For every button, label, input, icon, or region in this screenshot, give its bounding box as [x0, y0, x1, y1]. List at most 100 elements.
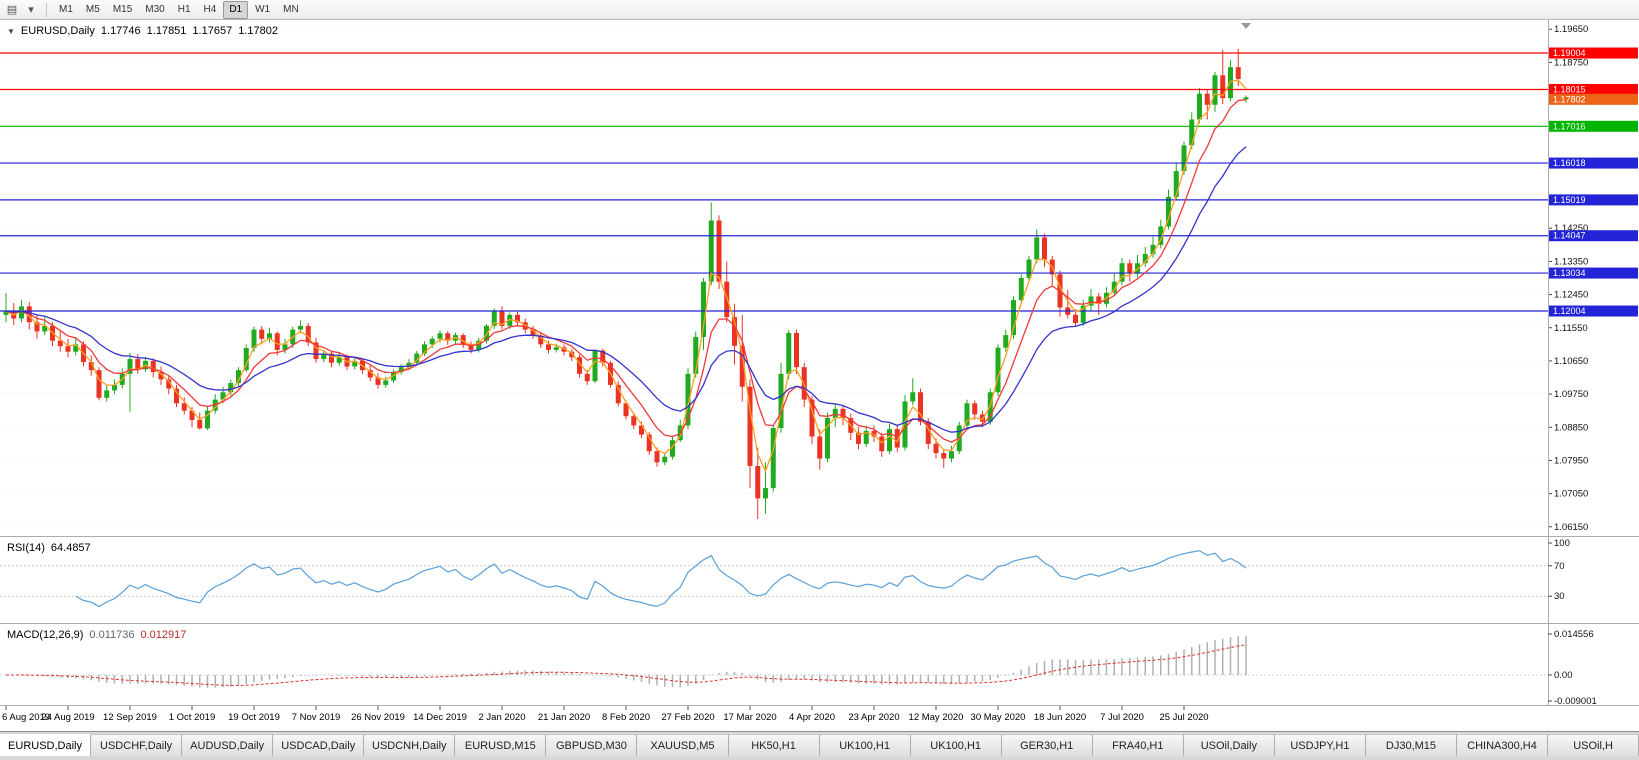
- chart-tab-usoil-h[interactable]: USOil,H: [1548, 734, 1639, 756]
- timeframe-m5-button[interactable]: M5: [85, 3, 100, 15]
- ohlc-open: 1.17746: [100, 25, 141, 37]
- svg-text:30: 30: [1554, 591, 1565, 602]
- timeframe-w1-button[interactable]: W1: [255, 3, 271, 15]
- chart-tab-uk100-h1[interactable]: UK100,H1: [819, 734, 911, 756]
- svg-text:1.16018: 1.16018: [1553, 158, 1586, 168]
- svg-text:0.014556: 0.014556: [1554, 629, 1594, 640]
- svg-text:21 Jan 2020: 21 Jan 2020: [538, 712, 590, 723]
- svg-text:1.18015: 1.18015: [1553, 84, 1586, 94]
- rsi-label: RSI(14): [7, 542, 45, 554]
- macd-label: MACD(12,26,9): [7, 629, 84, 641]
- svg-text:1.10650: 1.10650: [1554, 356, 1588, 367]
- last-price-label: 1.17802: [1549, 93, 1638, 105]
- chart-tab-usdcnh-daily[interactable]: USDCNH,Daily: [364, 734, 456, 756]
- svg-text:17 Mar 2020: 17 Mar 2020: [723, 712, 776, 723]
- macd-signal-value: 0.012917: [140, 629, 187, 641]
- chart-title: ▼ EURUSD,Daily 1.17746 1.17851 1.17657 1…: [7, 25, 278, 37]
- chart-tab-uk100-h1[interactable]: UK100,H1: [910, 734, 1002, 756]
- svg-text:1.15019: 1.15019: [1553, 195, 1586, 205]
- svg-text:1.07050: 1.07050: [1554, 489, 1588, 500]
- svg-text:1.09750: 1.09750: [1554, 389, 1588, 400]
- timeframe-toolbar: ▤ ▾ M1 M5 M15 M30 H1 H4 D1 W1 MN: [0, 0, 1639, 20]
- price-line-label: 1.13034: [1549, 267, 1638, 279]
- svg-text:14 Dec 2019: 14 Dec 2019: [413, 712, 467, 723]
- chart-tab-fra40-h1[interactable]: FRA40,H1: [1092, 734, 1184, 756]
- svg-text:1.13034: 1.13034: [1553, 268, 1586, 278]
- rsi-value: 64.4857: [50, 542, 91, 554]
- chart-tab-usdcad-daily[interactable]: USDCAD,Daily: [273, 734, 365, 756]
- timeframe-d1-button[interactable]: D1: [223, 0, 249, 19]
- svg-text:1.07950: 1.07950: [1554, 455, 1588, 466]
- timeframe-m30-button[interactable]: M30: [145, 3, 165, 15]
- svg-text:12 May 2020: 12 May 2020: [909, 712, 964, 723]
- chart-tab-hk50-h1[interactable]: HK50,H1: [728, 734, 820, 756]
- chart-tab-usdchf-daily[interactable]: USDCHF,Daily: [91, 734, 183, 756]
- chart-tab-china300-h4[interactable]: CHINA300,H4: [1457, 734, 1549, 756]
- svg-text:12 Sep 2019: 12 Sep 2019: [103, 712, 157, 723]
- price-line-label: 1.19004: [1549, 47, 1638, 59]
- symbol-dropdown-icon[interactable]: ▼: [7, 27, 15, 36]
- ohlc-low: 1.17657: [192, 25, 233, 37]
- svg-text:18 Jun 2020: 18 Jun 2020: [1034, 712, 1086, 723]
- svg-text:7 Nov 2019: 7 Nov 2019: [292, 712, 341, 723]
- timeframe-h4-button[interactable]: H4: [203, 3, 217, 15]
- chart-tab-usoil-daily[interactable]: USOil,Daily: [1183, 734, 1275, 756]
- price-grid: 1.19650 1.18750 1.14250 1.13350 1.12450 1.115…: [0, 24, 1588, 533]
- chart-tab-usdjpy-h1[interactable]: USDJPY,H1: [1274, 734, 1366, 756]
- chart-tab-xauusd-m5[interactable]: XAUUSD,M5: [637, 734, 729, 756]
- timeframe-m15-button[interactable]: M15: [112, 3, 133, 15]
- svg-text:30 May 2020: 30 May 2020: [971, 712, 1026, 723]
- ohlc-high: 1.17851: [146, 25, 187, 37]
- price-line-label: 1.16018: [1549, 157, 1638, 169]
- timeframe-mn-button[interactable]: MN: [283, 3, 299, 15]
- svg-text:6 Aug 2019: 6 Aug 2019: [2, 712, 50, 723]
- chart-tab-dj30-m15[interactable]: DJ30,M15: [1365, 734, 1457, 756]
- symbol-period: EURUSD,Daily: [20, 25, 95, 37]
- chart-shift-marker-icon[interactable]: [1241, 23, 1251, 29]
- chart-tabs-bar: EURUSD,Daily USDCHF,Daily AUDUSD,Daily USDC…: [0, 731, 1639, 760]
- chart-canvas[interactable]: 1.19650 1.18750 1.14250 1.13350 1.12450 1.115…: [0, 20, 1639, 731]
- caret-down-icon[interactable]: ▾: [28, 4, 34, 16]
- svg-text:1.13350: 1.13350: [1554, 256, 1588, 267]
- chart-type-icon[interactable]: ▤: [6, 4, 18, 16]
- svg-text:1.08850: 1.08850: [1554, 422, 1588, 433]
- svg-text:8 Feb 2020: 8 Feb 2020: [602, 712, 650, 723]
- svg-text:1.19004: 1.19004: [1553, 48, 1586, 58]
- chart-tab-eurusd-m15[interactable]: EURUSD,M15: [455, 734, 547, 756]
- price-line-label: 1.17016: [1549, 120, 1638, 132]
- chart-tab-eurusd-daily[interactable]: EURUSD,Daily: [0, 734, 92, 756]
- price-line-label: 1.12004: [1549, 305, 1638, 317]
- toolbar-separator: [46, 2, 47, 17]
- svg-text:26 Nov 2019: 26 Nov 2019: [351, 712, 405, 723]
- price-line-label: 1.14047: [1549, 230, 1638, 242]
- svg-text:-0.009001: -0.009001: [1554, 696, 1597, 707]
- price-line-label: 1.18015: [1549, 83, 1638, 95]
- svg-text:4 Apr 2020: 4 Apr 2020: [789, 712, 835, 723]
- rsi-header: RSI(14) 64.4857: [7, 542, 91, 554]
- svg-text:7 Jul 2020: 7 Jul 2020: [1100, 712, 1144, 723]
- macd-signal-line: [6, 644, 1247, 686]
- timeframe-h1-button[interactable]: H1: [177, 3, 191, 15]
- chart-tab-gbpusd-m30[interactable]: GBPUSD,M30: [546, 734, 638, 756]
- svg-text:23 Apr 2020: 23 Apr 2020: [848, 712, 899, 723]
- macd-main-value: 0.011736: [89, 629, 135, 641]
- chart-tab-audusd-daily[interactable]: AUDUSD,Daily: [182, 734, 274, 756]
- chart-tab-ger30-h1[interactable]: GER30,H1: [1001, 734, 1093, 756]
- chart-area[interactable]: 1.19650 1.18750 1.14250 1.13350 1.12450 1.115…: [0, 20, 1639, 731]
- svg-text:100: 100: [1554, 538, 1570, 549]
- toolbar-icons: ▤ ▾: [3, 2, 40, 18]
- timeframe-m1-button[interactable]: M1: [59, 3, 73, 15]
- svg-text:1.06150: 1.06150: [1554, 522, 1588, 533]
- rsi-line: [75, 550, 1247, 608]
- svg-text:24 Aug 2019: 24 Aug 2019: [41, 712, 94, 723]
- macd-histogram: [13, 636, 1247, 688]
- svg-text:2 Jan 2020: 2 Jan 2020: [478, 712, 525, 723]
- svg-text:1.17016: 1.17016: [1553, 121, 1586, 131]
- ma-3-line: [5, 79, 1247, 473]
- svg-text:1 Oct 2019: 1 Oct 2019: [169, 712, 215, 723]
- candles[interactable]: [3, 48, 1249, 520]
- svg-text:1.11550: 1.11550: [1554, 323, 1588, 334]
- macd-header: MACD(12,26,9) 0.011736 0.012917: [7, 629, 186, 641]
- svg-text:1.12004: 1.12004: [1553, 306, 1586, 316]
